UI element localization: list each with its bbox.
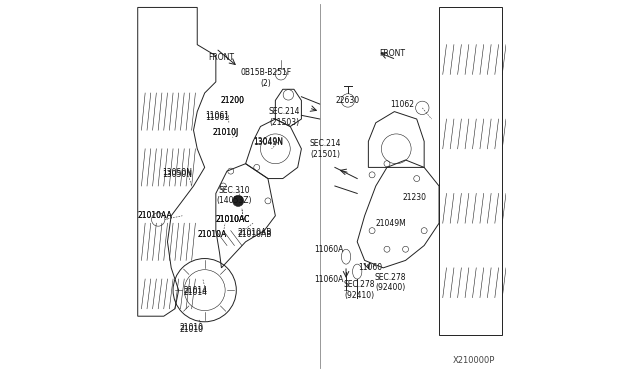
Text: 21200: 21200 bbox=[221, 96, 244, 105]
Text: 21010: 21010 bbox=[180, 323, 204, 332]
Text: 21010J: 21010J bbox=[212, 128, 238, 137]
Text: X210000P: X210000P bbox=[452, 356, 495, 365]
Text: 11060A: 11060A bbox=[315, 275, 344, 283]
Text: 11061: 11061 bbox=[205, 113, 230, 122]
Text: 21010AA: 21010AA bbox=[137, 211, 172, 220]
Text: 21010AC: 21010AC bbox=[216, 215, 250, 224]
Text: 21010: 21010 bbox=[180, 325, 204, 334]
Text: 21230: 21230 bbox=[403, 193, 427, 202]
Text: 21010AC: 21010AC bbox=[216, 215, 250, 224]
Text: 21010A: 21010A bbox=[198, 230, 227, 239]
Text: 21010J: 21010J bbox=[212, 128, 238, 137]
Circle shape bbox=[232, 195, 244, 206]
Text: FRONT: FRONT bbox=[209, 53, 234, 62]
Text: 22630: 22630 bbox=[336, 96, 360, 105]
Text: SEC.278
(92400): SEC.278 (92400) bbox=[375, 273, 406, 292]
Text: 11062: 11062 bbox=[390, 100, 414, 109]
Text: 21010AC: 21010AC bbox=[216, 215, 250, 224]
Text: 11060: 11060 bbox=[358, 263, 382, 272]
Text: 21049M: 21049M bbox=[375, 219, 406, 228]
Text: SEC.214
(21501): SEC.214 (21501) bbox=[310, 139, 341, 158]
Text: 21014: 21014 bbox=[184, 288, 207, 296]
Text: SEC.214
(21503): SEC.214 (21503) bbox=[269, 108, 300, 127]
Text: FRONT: FRONT bbox=[380, 49, 406, 58]
Text: 21010AB: 21010AB bbox=[237, 230, 272, 239]
Text: 11061: 11061 bbox=[205, 111, 230, 120]
Text: SEC.310
(14053Z): SEC.310 (14053Z) bbox=[217, 186, 252, 205]
Text: 21010A: 21010A bbox=[198, 230, 227, 239]
Text: 21010AA: 21010AA bbox=[137, 211, 172, 220]
Text: SEC.278
(92410): SEC.278 (92410) bbox=[343, 280, 375, 300]
Text: 13050N: 13050N bbox=[162, 169, 192, 177]
Text: 21200: 21200 bbox=[221, 96, 244, 105]
Text: 13049N: 13049N bbox=[253, 138, 283, 147]
Text: 21010AB: 21010AB bbox=[237, 228, 272, 237]
Text: 11060A: 11060A bbox=[315, 245, 344, 254]
Text: 13049N: 13049N bbox=[253, 137, 283, 146]
Text: 13050N: 13050N bbox=[162, 170, 192, 179]
Text: 21014: 21014 bbox=[184, 286, 207, 295]
Text: 0B15B-B251F
(2): 0B15B-B251F (2) bbox=[241, 68, 292, 88]
